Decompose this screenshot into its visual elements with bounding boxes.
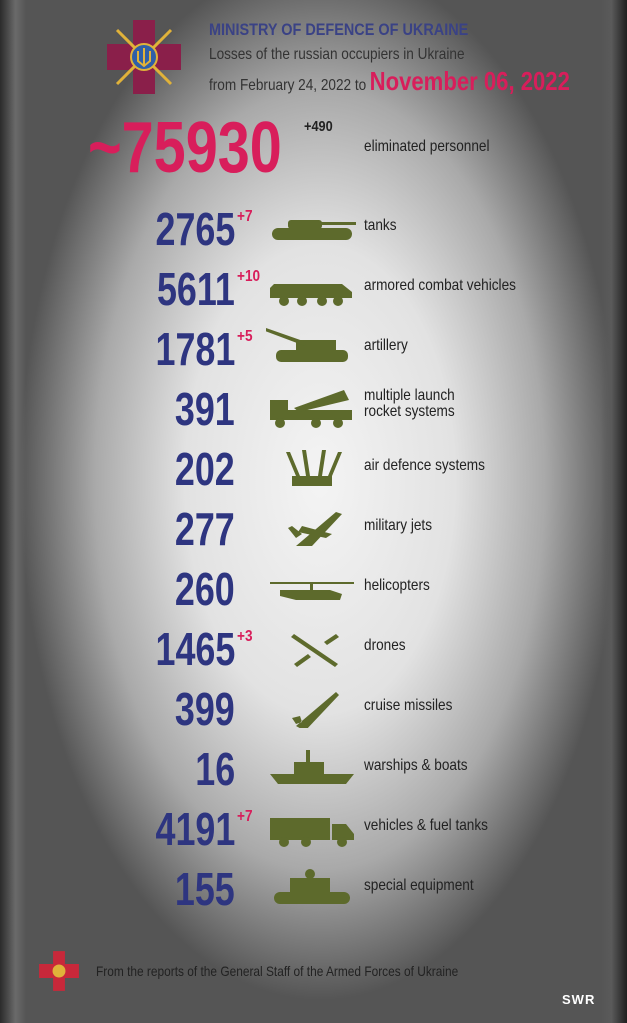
loss-row: 391 multiple launch rocket systems [0,384,627,440]
brand-logo: SWR [562,992,596,1007]
air-defence-icon [286,450,342,486]
missile-icon [292,692,339,728]
loss-label: drones [364,637,406,654]
loss-label: helicopters [364,577,430,594]
mlrs-icon [270,390,352,428]
loss-row: 5611 +10 armored combat vehicles [0,264,627,320]
loss-label: special equipment [364,877,474,894]
special-equipment-icon [274,869,350,904]
header-subtitle: Losses of the russian occupiers in Ukrai… [209,46,465,63]
header-date-range: from February 24, 2022 to November 06, 20… [209,66,570,97]
loss-value: 16 [195,743,235,795]
header-title: MINISTRY OF DEFENCE OF UKRAINE [209,20,469,39]
loss-value: 4191 [155,803,235,855]
apc-icon [270,284,352,306]
loss-label: tanks [364,217,397,234]
loss-row: 277 military jets [0,504,627,560]
loss-value: 399 [175,683,235,735]
ministry-emblem-icon [107,20,181,94]
loss-row: 1781 +5 artillery [0,324,627,380]
loss-delta: +7 [237,808,253,825]
loss-value: 1781 [155,323,235,375]
loss-value: 5611 [157,263,235,315]
loss-row: 202 air defence systems [0,444,627,500]
loss-delta: +5 [237,328,253,345]
loss-label: artillery [364,337,408,354]
artillery-icon [266,328,348,362]
general-staff-emblem-icon [39,951,79,991]
loss-label: military jets [364,517,433,534]
drone-icon [291,634,339,667]
loss-row: 4191 +7 vehicles & fuel tanks [0,804,627,860]
loss-row: 16 warships & boats [0,744,627,800]
loss-label: cruise missiles [364,697,453,714]
loss-delta: +10 [237,268,261,285]
loss-row: 1465 +3 drones [0,624,627,680]
loss-row: 2765 +7 tanks [0,204,627,260]
loss-label: vehicles & fuel tanks [364,817,488,834]
personnel-delta: +490 [304,118,333,135]
loss-value: 155 [175,863,235,915]
loss-label: armored combat vehicles [364,277,516,294]
date-from: from February 24, 2022 to [209,77,367,94]
loss-delta: +3 [237,628,253,645]
tank-icon [272,220,356,240]
loss-value: 1465 [155,623,235,675]
loss-row: 399 cruise missiles [0,684,627,740]
helicopter-icon [270,582,354,600]
loss-row: 260 helicopters [0,564,627,620]
warship-icon [270,750,354,784]
torn-edge-right [601,0,627,1023]
truck-icon [270,818,354,847]
jet-icon [288,512,342,546]
loss-value: 260 [175,563,235,615]
loss-label: warships & boats [364,757,468,774]
loss-delta: +7 [237,208,253,225]
loss-value: 277 [175,503,235,555]
loss-value: 202 [175,443,235,495]
loss-label: air defence systems [364,457,485,474]
report-date: November 06, 2022 [369,66,570,96]
loss-row: 155 special equipment [0,864,627,920]
loss-label: multiple launch rocket systems [364,387,455,420]
loss-value: 2765 [155,203,235,255]
footer-source: From the reports of the General Staff of… [96,963,459,979]
torn-edge-left [0,0,26,1023]
personnel-label: eliminated personnel [364,138,490,155]
loss-value: 391 [175,383,235,435]
personnel-value: ~75930 [88,108,282,188]
